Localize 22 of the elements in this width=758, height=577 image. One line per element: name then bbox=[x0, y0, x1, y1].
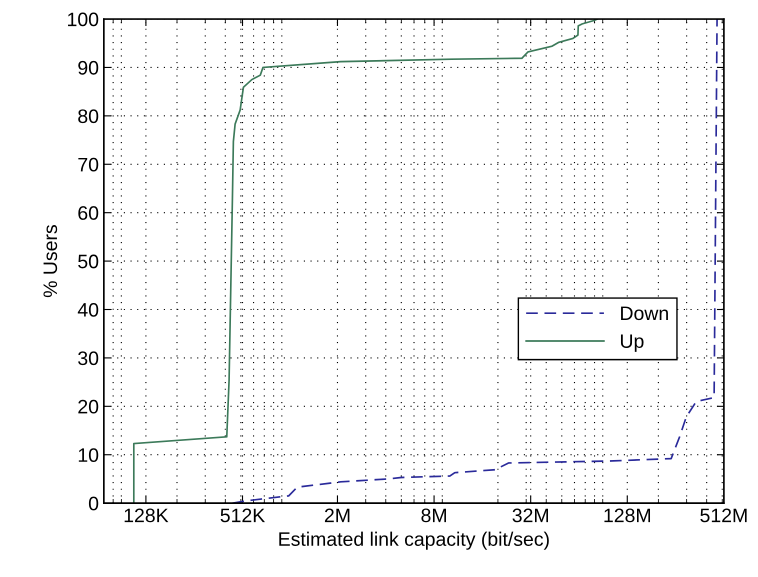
y-tick-label: 80 bbox=[78, 109, 98, 124]
y-tick-label: 70 bbox=[78, 158, 98, 172]
y-tick-label: 20 bbox=[78, 400, 98, 414]
y-tick-label: 30 bbox=[78, 351, 98, 366]
y-tick-label: 60 bbox=[78, 206, 98, 220]
legend-label: Down bbox=[621, 306, 668, 320]
x-tick-label: 512M bbox=[700, 508, 747, 522]
legend-label: Up bbox=[620, 334, 644, 352]
y-tick-label: 100 bbox=[68, 12, 98, 26]
y-tick-label: 50 bbox=[78, 254, 98, 268]
y-tick-label: 0 bbox=[88, 496, 98, 510]
x-tick-label: 512K bbox=[220, 508, 265, 522]
x-tick-label: 128K bbox=[124, 508, 168, 522]
y-axis-title: % Users bbox=[43, 225, 58, 298]
x-tick-label: 32M bbox=[512, 508, 548, 522]
x-tick-label: 128M bbox=[604, 508, 650, 522]
y-tick-label: 90 bbox=[78, 60, 98, 75]
y-tick-label: 40 bbox=[78, 302, 98, 317]
x-tick-label: 8M bbox=[421, 508, 446, 522]
y-tick-label: 10 bbox=[78, 448, 98, 462]
x-axis-title: Estimated link capacity (bit/sec) bbox=[279, 532, 549, 550]
x-tick-label: 2M bbox=[324, 508, 350, 522]
